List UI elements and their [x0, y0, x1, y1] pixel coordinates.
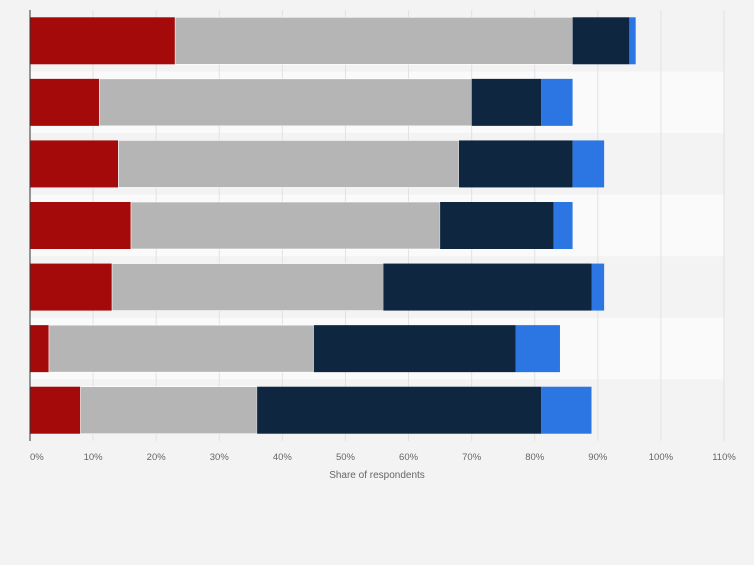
x-tick-label: 100%: [649, 452, 674, 463]
x-tick-label: 80%: [525, 452, 545, 463]
x-tick-label: 60%: [399, 452, 419, 463]
x-tick-label: 20%: [147, 452, 167, 463]
bar-segment-series-1[interactable]: [30, 325, 49, 373]
bar-segment-series-3[interactable]: [313, 325, 516, 373]
bar-segment-series-4[interactable]: [541, 386, 592, 434]
bar-segment-series-1[interactable]: [30, 78, 100, 126]
bar-segment-series-2[interactable]: [111, 263, 384, 311]
bar-segment-series-1[interactable]: [30, 17, 176, 65]
bar-segment-series-4[interactable]: [572, 140, 605, 188]
bar-segment-series-2[interactable]: [174, 16, 573, 65]
x-axis-title: Share of respondents: [329, 470, 425, 481]
bar-segment-series-1[interactable]: [30, 140, 119, 188]
bars: [30, 16, 636, 435]
bar-segment-series-4[interactable]: [515, 325, 560, 373]
bar-segment-series-1[interactable]: [30, 263, 113, 311]
bar-segment-series-1[interactable]: [30, 386, 81, 434]
bar-segment-series-2[interactable]: [118, 140, 460, 188]
bar-segment-series-3[interactable]: [383, 263, 592, 311]
bar-segment-series-4[interactable]: [591, 263, 605, 311]
bar-segment-series-2[interactable]: [80, 386, 258, 435]
bar-segment-series-4[interactable]: [553, 202, 573, 249]
x-tick-label: 0%: [30, 452, 44, 463]
bar-segment-series-3[interactable]: [257, 386, 542, 434]
x-tick-label: 50%: [336, 452, 356, 463]
x-tick-label: 70%: [462, 452, 482, 463]
bar-segment-series-3[interactable]: [572, 17, 630, 65]
x-tick-label: 30%: [210, 452, 230, 463]
x-tick-label: 110%: [712, 452, 736, 463]
bar-segment-series-4[interactable]: [541, 78, 573, 126]
bar-segment-series-4[interactable]: [629, 17, 636, 65]
bar-segment-series-1[interactable]: [30, 202, 131, 249]
bar-segment-series-3[interactable]: [459, 140, 573, 188]
bar-segment-series-2[interactable]: [130, 201, 441, 250]
x-tick-label: 90%: [588, 452, 608, 463]
bar-segment-series-3[interactable]: [440, 202, 554, 249]
bar-segment-series-2[interactable]: [99, 78, 472, 127]
bar-segment-series-3[interactable]: [471, 78, 542, 126]
x-axis: 0% 10% 20% 30% 40% 50% 60% 70% 80% 90% 100% 110%: [29, 10, 736, 463]
x-tick-label: 40%: [273, 452, 293, 463]
bar-segment-series-2[interactable]: [48, 324, 315, 373]
x-tick-label: 10%: [84, 452, 104, 463]
